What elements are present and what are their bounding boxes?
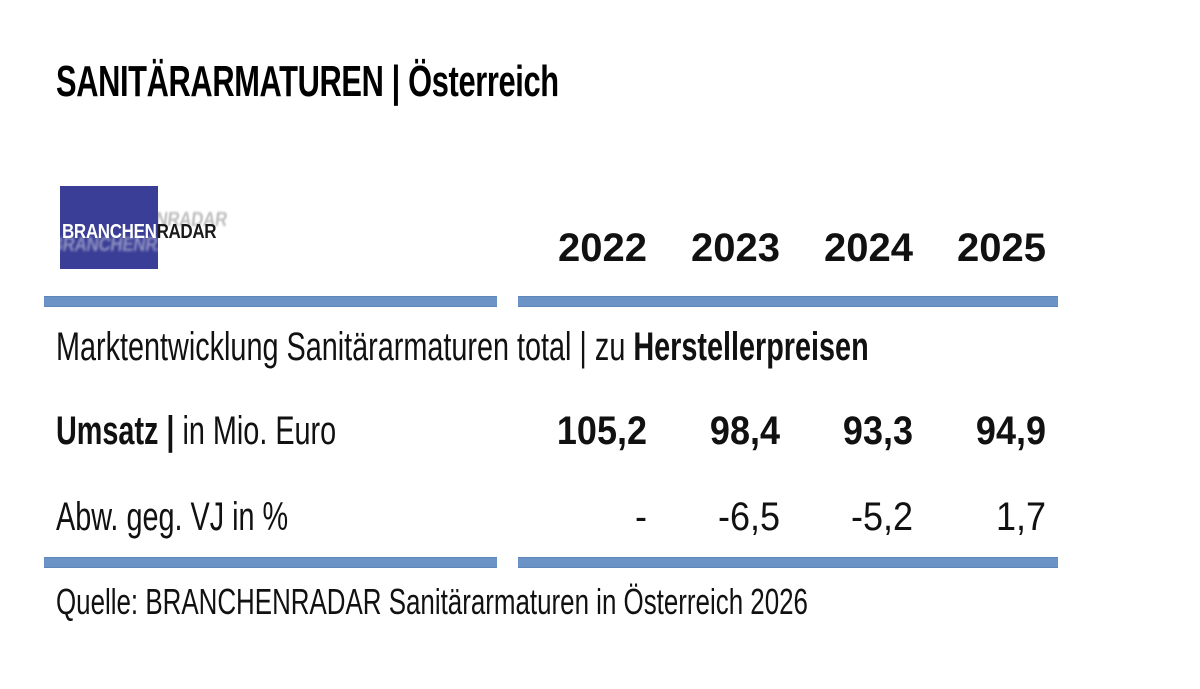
logo-wordmark: BRANCHENRADAR [62, 221, 217, 243]
rule-top-right [518, 296, 1058, 307]
year-header-row: 2022 2023 2024 2025 [514, 228, 1046, 268]
row-values-umsatz: 105,2 98,4 93,3 94,9 [514, 411, 1046, 451]
row-label-abweichung-regular: Abw. geg. VJ in % [56, 495, 289, 539]
row-values-abweichung: - -6,5 -5,2 1,7 [514, 497, 1046, 537]
branchenradar-logo: BRANCHENRADAR BRANCHENRADAR BRANCHENRADA… [60, 186, 228, 269]
row-label-umsatz-regular: in Mio. Euro [174, 409, 337, 453]
row-label-umsatz-bold: Umsatz | [56, 409, 175, 453]
rule-top-left [44, 296, 497, 307]
section-title-regular: Marktentwicklung Sanitärarmaturen total … [56, 325, 634, 369]
section-title-bold: Herstellerpreisen [633, 325, 869, 369]
year-header: 2025 [957, 226, 1046, 270]
page-title: SANITÄRARMATUREN | Österreich [56, 57, 559, 106]
value-cell: -5,2 [850, 495, 913, 539]
year-header: 2023 [691, 226, 780, 270]
value-cell: 94,9 [975, 409, 1046, 453]
section-title: Marktentwicklung Sanitärarmaturen total … [56, 327, 869, 367]
year-header: 2022 [558, 226, 647, 270]
year-header: 2024 [824, 226, 913, 270]
rule-bottom-right [518, 557, 1058, 568]
rule-bottom-left [44, 557, 497, 568]
value-cell: 1,7 [995, 495, 1046, 539]
logo-text-radar: RADAR [156, 221, 217, 243]
value-cell: - [635, 495, 647, 539]
row-label-abweichung: Abw. geg. VJ in % [56, 497, 288, 537]
logo-square [60, 186, 158, 269]
value-cell: -6,5 [717, 495, 780, 539]
value-cell: 93,3 [842, 409, 913, 453]
logo-text-branchen: BRANCHEN [62, 221, 157, 243]
source-line: Quelle: BRANCHENRADAR Sanitärarmaturen i… [56, 581, 808, 622]
row-label-umsatz: Umsatz | in Mio. Euro [56, 411, 336, 451]
value-cell: 98,4 [709, 409, 780, 453]
value-cell: 105,2 [556, 409, 647, 453]
